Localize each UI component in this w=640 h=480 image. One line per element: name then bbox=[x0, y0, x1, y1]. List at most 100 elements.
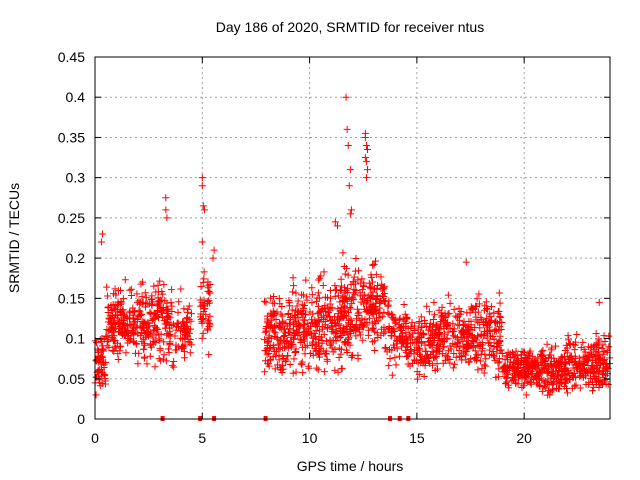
data-point bbox=[181, 341, 189, 349]
data-point bbox=[185, 302, 193, 310]
data-point bbox=[488, 316, 495, 324]
data-point bbox=[554, 385, 562, 393]
y-axis-label: SRMTID / TECUs bbox=[6, 183, 22, 293]
data-point bbox=[350, 273, 358, 281]
data-point bbox=[334, 292, 342, 300]
data-point bbox=[538, 368, 546, 376]
data-point bbox=[492, 317, 500, 325]
data-point bbox=[403, 336, 411, 344]
data-point bbox=[425, 357, 433, 365]
data-point bbox=[271, 329, 279, 337]
data-point bbox=[341, 307, 349, 315]
data-point bbox=[313, 297, 321, 305]
data-point bbox=[581, 357, 589, 365]
data-point bbox=[465, 358, 473, 366]
data-point bbox=[289, 274, 297, 282]
data-point bbox=[531, 363, 539, 371]
data-point bbox=[328, 304, 336, 312]
data-point bbox=[388, 346, 396, 354]
data-point bbox=[137, 280, 145, 288]
data-point bbox=[335, 353, 343, 361]
data-point bbox=[455, 305, 463, 313]
data-point bbox=[454, 321, 462, 329]
data-point bbox=[94, 367, 102, 375]
data-point bbox=[114, 356, 122, 364]
data-point bbox=[490, 309, 498, 317]
data-point bbox=[353, 315, 361, 323]
data-point bbox=[205, 323, 213, 331]
data-point bbox=[553, 361, 561, 369]
data-point bbox=[292, 368, 300, 376]
data-point bbox=[482, 318, 490, 326]
data-point bbox=[475, 300, 483, 308]
data-point bbox=[180, 305, 188, 313]
data-point bbox=[585, 355, 593, 363]
data-point bbox=[155, 335, 163, 343]
data-point bbox=[115, 301, 123, 309]
data-point bbox=[518, 384, 526, 392]
data-point bbox=[279, 365, 287, 373]
data-point bbox=[568, 384, 576, 392]
data-point bbox=[347, 281, 355, 289]
data-point bbox=[108, 331, 116, 339]
data-point bbox=[272, 315, 280, 323]
data-point bbox=[145, 330, 153, 338]
data-point bbox=[129, 328, 137, 336]
data-point bbox=[600, 332, 608, 340]
data-point bbox=[369, 261, 377, 269]
data-point bbox=[173, 346, 181, 354]
y-tick-label: 0.4 bbox=[66, 89, 86, 105]
data-point bbox=[321, 304, 329, 312]
data-point bbox=[534, 354, 542, 362]
data-point bbox=[113, 312, 121, 320]
data-point bbox=[135, 349, 143, 357]
data-point bbox=[140, 335, 148, 343]
data-point bbox=[414, 325, 422, 333]
y-tick-label: 0.05 bbox=[58, 371, 85, 387]
data-point bbox=[369, 288, 377, 296]
data-point bbox=[481, 350, 489, 358]
data-point bbox=[291, 311, 299, 319]
data-point bbox=[547, 388, 555, 396]
data-point bbox=[438, 350, 446, 358]
data-point bbox=[148, 296, 156, 304]
data-point bbox=[501, 362, 509, 370]
data-point bbox=[160, 351, 168, 359]
data-point bbox=[103, 283, 111, 291]
data-point bbox=[129, 304, 137, 312]
data-point bbox=[331, 282, 339, 290]
data-point bbox=[602, 365, 610, 373]
data-point bbox=[385, 310, 393, 318]
data-point-peak bbox=[362, 158, 370, 166]
data-point bbox=[585, 381, 593, 389]
data-point bbox=[380, 308, 388, 316]
data-point bbox=[104, 338, 112, 346]
data-point bbox=[104, 292, 112, 300]
data-point bbox=[489, 332, 497, 340]
data-point bbox=[413, 338, 421, 346]
data-point bbox=[523, 352, 531, 360]
data-point bbox=[438, 303, 446, 311]
data-point bbox=[306, 350, 314, 358]
data-point bbox=[186, 349, 194, 357]
data-point bbox=[589, 369, 597, 377]
data-point bbox=[456, 352, 464, 360]
data-point bbox=[204, 316, 212, 324]
data-point bbox=[444, 328, 452, 336]
data-point bbox=[564, 332, 572, 340]
data-point bbox=[180, 318, 188, 326]
data-point bbox=[150, 282, 158, 290]
data-point bbox=[414, 375, 422, 383]
data-point bbox=[92, 373, 100, 381]
data-point bbox=[332, 336, 340, 344]
data-point bbox=[479, 344, 487, 352]
data-point bbox=[286, 360, 294, 368]
data-point bbox=[404, 324, 412, 332]
data-point bbox=[275, 295, 283, 303]
data-point bbox=[384, 309, 392, 317]
data-point bbox=[114, 287, 122, 295]
data-point bbox=[563, 385, 571, 393]
data-point bbox=[565, 336, 573, 344]
data-point bbox=[150, 309, 158, 317]
data-point bbox=[495, 358, 503, 366]
